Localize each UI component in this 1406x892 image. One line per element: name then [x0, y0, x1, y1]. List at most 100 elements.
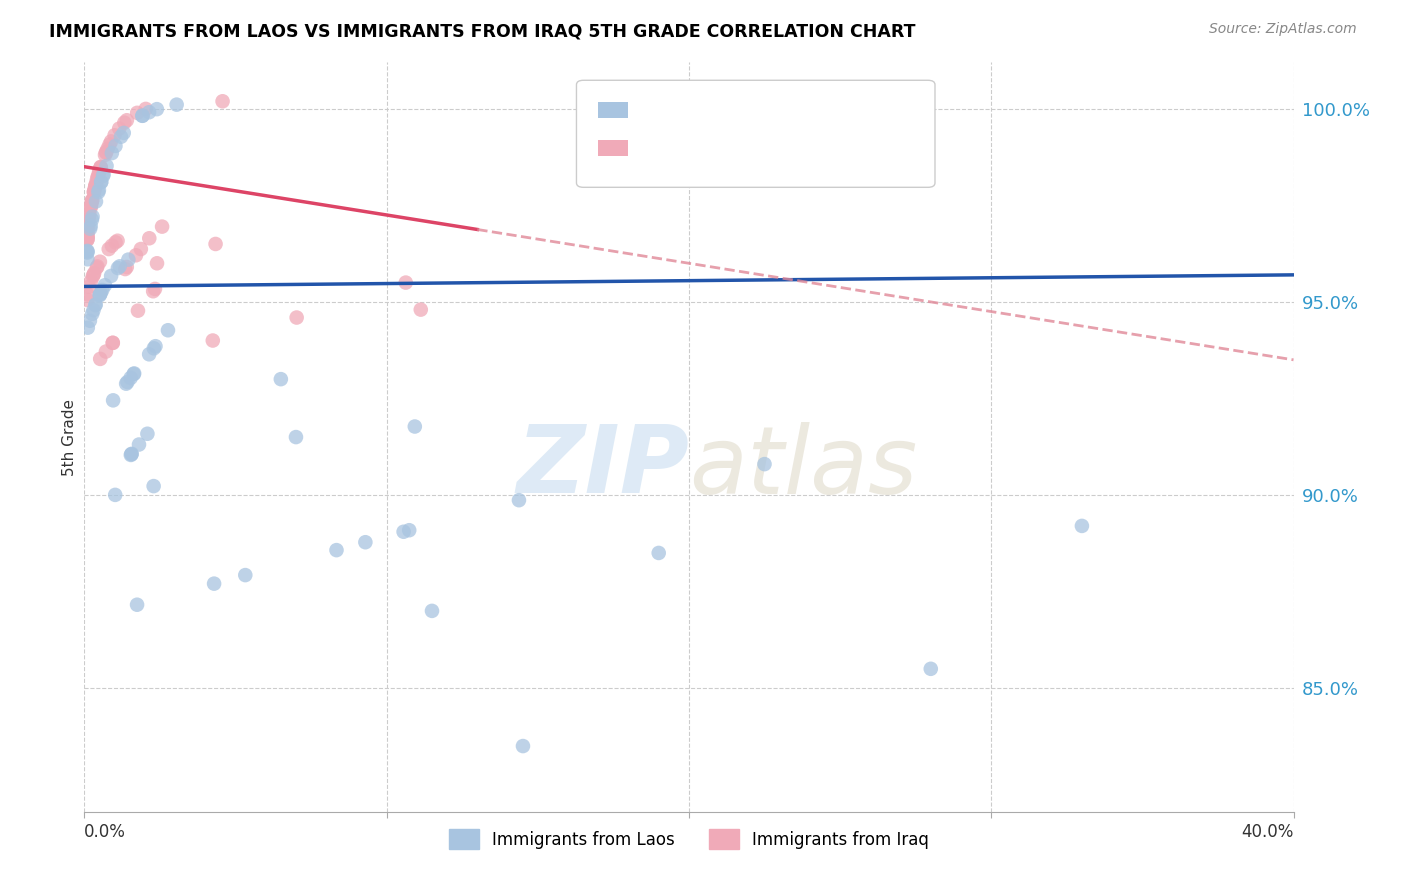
Point	[80, 219, 103, 233]
Point	[202, 576, 225, 591]
Point	[86, 260, 108, 275]
Point	[94, 145, 117, 160]
Point	[83, 266, 105, 280]
Point	[76, 245, 98, 260]
Point	[136, 426, 159, 441]
Point	[101, 335, 124, 350]
Point	[80, 199, 103, 213]
Point	[100, 135, 122, 149]
Point	[107, 234, 129, 248]
Point	[920, 662, 942, 676]
Point	[96, 142, 118, 156]
Point	[115, 260, 138, 274]
Point	[90, 286, 112, 301]
Point	[76, 233, 98, 247]
Point	[93, 167, 115, 181]
Text: -0.345: -0.345	[692, 136, 756, 153]
Point	[76, 231, 98, 245]
Point	[80, 197, 103, 211]
Point	[108, 260, 131, 274]
Point	[101, 238, 124, 252]
Point	[409, 302, 432, 317]
Point	[101, 393, 124, 408]
Point	[101, 335, 124, 350]
Point	[76, 252, 98, 267]
Point	[122, 367, 145, 381]
Point	[80, 194, 103, 209]
Text: 40.0%: 40.0%	[1241, 823, 1294, 841]
Point	[76, 221, 98, 235]
Point	[98, 137, 121, 152]
Point	[146, 256, 169, 270]
Point	[233, 568, 256, 582]
Point	[135, 102, 157, 116]
Point	[82, 307, 104, 321]
Point	[120, 447, 142, 461]
Point	[87, 183, 110, 197]
Text: IMMIGRANTS FROM LAOS VS IMMIGRANTS FROM IRAQ 5TH GRADE CORRELATION CHART: IMMIGRANTS FROM LAOS VS IMMIGRANTS FROM …	[49, 22, 915, 40]
Point	[127, 105, 149, 120]
Point	[104, 128, 127, 143]
Point	[104, 235, 127, 250]
Text: atlas: atlas	[689, 422, 917, 513]
Point	[125, 248, 148, 262]
Point	[112, 116, 135, 130]
Point	[91, 169, 114, 183]
Point	[145, 339, 167, 353]
Point	[285, 430, 308, 444]
Point	[76, 217, 98, 231]
Point	[76, 244, 98, 259]
Point	[87, 185, 110, 199]
Point	[87, 165, 110, 179]
Point	[94, 344, 117, 359]
Point	[77, 211, 100, 226]
Y-axis label: 5th Grade: 5th Grade	[62, 399, 77, 475]
Text: 0.0%: 0.0%	[84, 823, 127, 841]
Point	[146, 102, 169, 116]
Point	[96, 159, 118, 173]
Point	[201, 334, 224, 348]
Point	[91, 283, 114, 297]
Point	[142, 479, 165, 493]
Point	[112, 126, 135, 140]
Point	[104, 139, 127, 153]
Point	[76, 226, 98, 240]
Point	[94, 278, 117, 293]
Point	[84, 297, 107, 311]
Point	[122, 367, 145, 381]
Point	[325, 543, 347, 558]
Point	[107, 261, 129, 276]
Point	[125, 598, 148, 612]
Point	[285, 310, 308, 325]
Point	[508, 493, 530, 508]
Point	[90, 160, 112, 174]
Point	[121, 447, 143, 461]
Point	[142, 341, 165, 355]
Point	[90, 160, 112, 174]
Point	[97, 242, 120, 256]
Point	[117, 252, 139, 267]
Point	[115, 113, 138, 128]
Text: N = 83: N = 83	[773, 136, 841, 153]
Point	[89, 254, 111, 268]
Point	[82, 269, 104, 284]
Point	[80, 193, 103, 207]
Point	[86, 170, 108, 185]
Point	[77, 280, 100, 294]
Point	[129, 242, 152, 256]
Point	[114, 262, 136, 277]
Point	[79, 207, 101, 221]
Point	[138, 105, 160, 120]
Point	[80, 194, 103, 208]
Point	[77, 213, 100, 227]
Text: R =: R =	[640, 97, 671, 115]
Point	[84, 179, 107, 194]
Point	[84, 178, 107, 193]
Point	[143, 282, 166, 296]
Point	[76, 233, 98, 247]
Point	[131, 109, 153, 123]
Point	[395, 276, 418, 290]
Point	[117, 375, 139, 389]
Point	[138, 347, 160, 361]
Point	[270, 372, 292, 386]
